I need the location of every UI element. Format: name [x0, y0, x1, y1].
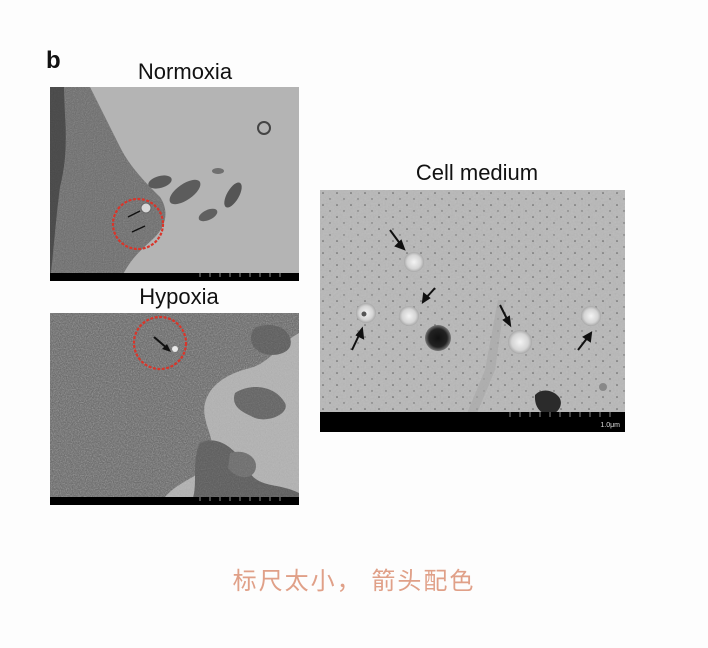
- hypoxia-micrograph: [50, 313, 299, 505]
- cell-medium-title: Cell medium: [372, 160, 582, 186]
- normoxia-title: Normoxia: [90, 59, 280, 85]
- scale-bar-label: 1.0μm: [600, 422, 620, 429]
- review-annotation: 标尺太小， 箭头配色: [0, 561, 708, 596]
- normoxia-micrograph: [50, 87, 299, 281]
- panel-letter: b: [46, 47, 61, 75]
- cell-medium-micrograph: 1.0μm: [320, 190, 625, 432]
- hypoxia-title: Hypoxia: [84, 284, 274, 310]
